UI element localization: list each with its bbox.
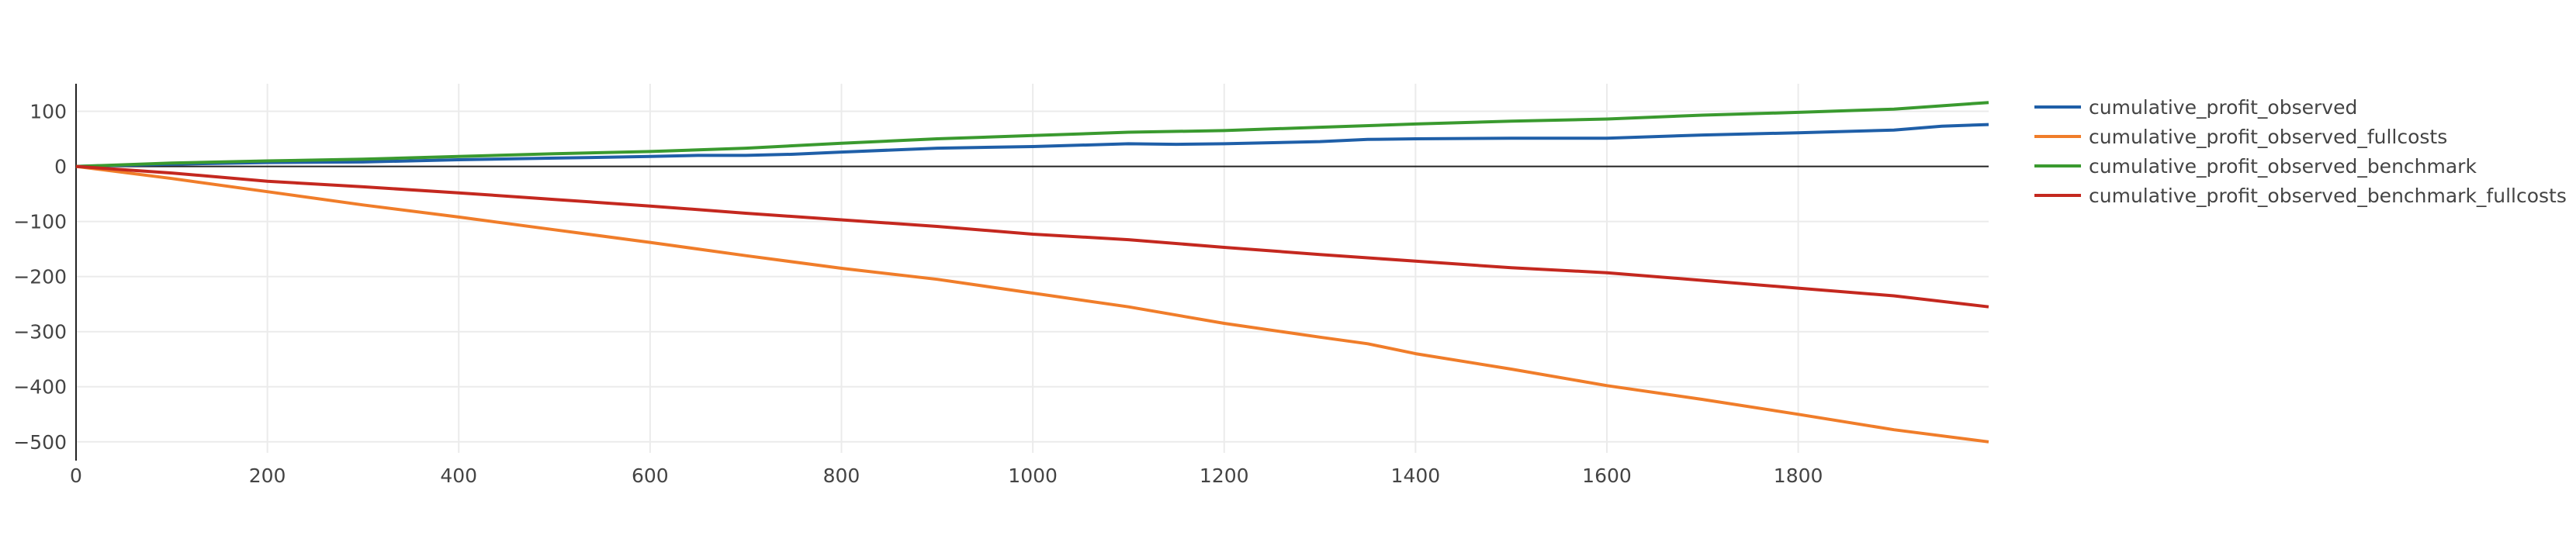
legend[interactable]: cumulative_profit_observed cumulative_pro…: [2034, 96, 2567, 207]
y-tick-label: −200: [13, 266, 67, 288]
x-tick-label: 1800: [1774, 464, 1823, 487]
legend-label: cumulative_profit_observed: [2089, 96, 2357, 119]
series-line-cumulative_profit_observed_benchmark_fullcosts[interactable]: [75, 164, 1989, 309]
legend-label: cumulative_profit_observed_benchmark_ful…: [2089, 185, 2567, 207]
x-tick-label: 400: [440, 464, 477, 487]
y-tick-label: −100: [13, 211, 67, 233]
y-tick-label: −500: [13, 431, 67, 454]
y-tick-label: −300: [13, 321, 67, 344]
x-tick-label: 600: [632, 464, 669, 487]
x-tick-label: 1200: [1200, 464, 1249, 487]
x-tick-label: 800: [823, 464, 860, 487]
grid-layer: [76, 84, 1989, 453]
x-tick-label: 1600: [1582, 464, 1632, 487]
series-layer: [75, 101, 1989, 444]
y-tick-label: 100: [29, 101, 67, 123]
legend-label: cumulative_profit_observed_benchmark: [2089, 155, 2477, 178]
axis-layer: 0 200 400 600 800 1000 1200 1400 1600 18001000−10…: [13, 84, 1989, 487]
y-tick-label: −400: [13, 376, 67, 399]
legend-label: cumulative_profit_observed_fullcosts: [2089, 126, 2447, 148]
legend-item-cumulative_profit_observed[interactable]: cumulative_profit_observed: [2034, 96, 2357, 119]
x-tick-label: 0: [70, 464, 82, 487]
legend-item-cumulative_profit_observed_benchmark_fullcosts[interactable]: cumulative_profit_observed_benchmark_ful…: [2034, 185, 2567, 207]
x-tick-label: 200: [249, 464, 286, 487]
legend-item-cumulative_profit_observed_benchmark[interactable]: cumulative_profit_observed_benchmark: [2034, 155, 2477, 178]
y-tick-label: 0: [54, 156, 67, 178]
x-tick-label: 1400: [1391, 464, 1441, 487]
series-line-cumulative_profit_observed[interactable]: [75, 123, 1989, 168]
series-line-cumulative_profit_observed_benchmark[interactable]: [75, 101, 1989, 168]
x-tick-label: 1000: [1008, 464, 1058, 487]
legend-item-cumulative_profit_observed_fullcosts[interactable]: cumulative_profit_observed_fullcosts: [2034, 126, 2447, 148]
series-line-cumulative_profit_observed_fullcosts[interactable]: [75, 164, 1989, 444]
